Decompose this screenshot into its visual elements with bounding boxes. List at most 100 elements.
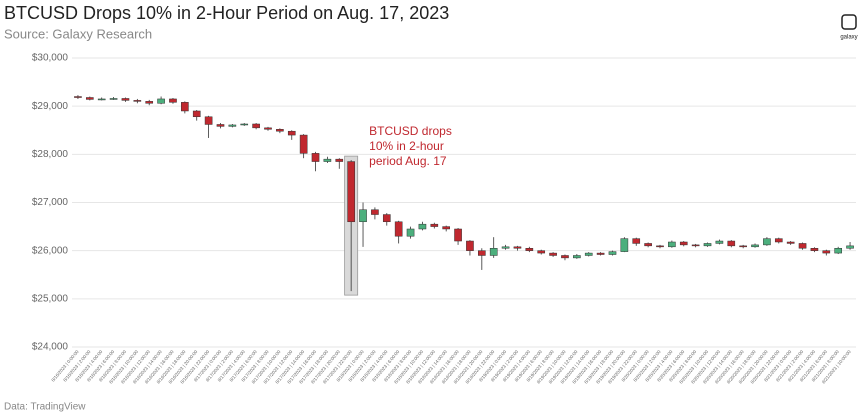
candle bbox=[347, 160, 355, 292]
candle bbox=[216, 123, 225, 129]
candle bbox=[109, 97, 118, 100]
candle-body bbox=[347, 161, 355, 223]
candle bbox=[394, 220, 403, 244]
annotation-line: BTCUSD drops bbox=[369, 124, 452, 138]
candle bbox=[715, 239, 724, 245]
y-tick-label: $27,000 bbox=[32, 197, 69, 208]
candle bbox=[727, 240, 736, 248]
candle-body bbox=[145, 101, 154, 104]
candle bbox=[786, 241, 795, 245]
footer: Data: TradingView bbox=[4, 402, 86, 413]
y-tick-label: $26,000 bbox=[32, 245, 69, 256]
candle bbox=[668, 240, 676, 248]
annotation-line: 10% in 2-hour bbox=[369, 139, 444, 153]
candle-body bbox=[299, 134, 308, 154]
candle bbox=[644, 242, 652, 248]
candle-body bbox=[489, 248, 498, 256]
candle-body bbox=[727, 240, 736, 247]
candle-body bbox=[466, 240, 474, 251]
candle-body bbox=[418, 223, 427, 230]
candle bbox=[834, 246, 842, 255]
candle bbox=[846, 241, 854, 250]
candle-body bbox=[513, 246, 522, 249]
candle-body bbox=[109, 98, 118, 100]
candle bbox=[192, 110, 201, 121]
candle-body bbox=[561, 255, 569, 259]
candle bbox=[311, 151, 320, 172]
candle-body bbox=[632, 238, 641, 244]
candle bbox=[204, 115, 213, 138]
candle-body bbox=[822, 250, 831, 254]
candle bbox=[549, 252, 557, 257]
candle bbox=[240, 123, 249, 126]
candle-body bbox=[846, 245, 854, 249]
candle bbox=[169, 97, 177, 104]
candle bbox=[371, 207, 379, 220]
candle-body bbox=[596, 252, 605, 255]
candle-body bbox=[406, 228, 415, 237]
candle-body bbox=[192, 110, 201, 118]
candle bbox=[299, 134, 308, 159]
candle-body bbox=[656, 245, 664, 248]
candle bbox=[287, 130, 296, 140]
candle bbox=[561, 254, 569, 261]
candle bbox=[406, 226, 415, 239]
candle-body bbox=[834, 248, 842, 254]
candle bbox=[525, 246, 534, 253]
candle-body bbox=[181, 102, 189, 112]
candle-body bbox=[394, 221, 403, 237]
candle bbox=[418, 221, 427, 231]
candle-body bbox=[715, 240, 724, 244]
candle bbox=[157, 96, 165, 105]
candle-body bbox=[478, 250, 486, 256]
candle-body bbox=[287, 130, 296, 136]
candle-body bbox=[97, 98, 106, 101]
candle bbox=[739, 244, 747, 249]
candle-body bbox=[751, 244, 759, 248]
candle-body bbox=[264, 127, 272, 130]
candle-body bbox=[810, 248, 819, 251]
candle-body bbox=[679, 241, 688, 246]
candle-body bbox=[501, 246, 510, 249]
y-tick-label: $29,000 bbox=[32, 101, 69, 112]
candle-body bbox=[323, 158, 332, 162]
candle bbox=[763, 237, 771, 246]
candle bbox=[133, 98, 142, 104]
candle bbox=[276, 128, 284, 134]
candle bbox=[454, 228, 462, 245]
candle bbox=[228, 123, 237, 128]
candle bbox=[774, 237, 783, 244]
candle-body bbox=[204, 116, 213, 125]
candle-body bbox=[786, 241, 795, 244]
candle-body bbox=[525, 248, 534, 251]
candle-body bbox=[382, 214, 391, 223]
candle bbox=[513, 245, 522, 251]
candle-body bbox=[798, 243, 807, 249]
logo-icon bbox=[841, 14, 857, 30]
candle bbox=[466, 240, 474, 256]
candle-body bbox=[74, 96, 82, 98]
candle-body bbox=[371, 209, 379, 215]
candle bbox=[620, 237, 629, 253]
candle bbox=[489, 237, 498, 258]
candle bbox=[382, 213, 391, 226]
y-tick-label: $30,000 bbox=[32, 53, 69, 64]
logo: galaxy bbox=[840, 14, 858, 41]
candle bbox=[442, 225, 450, 232]
candle-body bbox=[133, 100, 142, 102]
candle-body bbox=[703, 243, 712, 247]
candle-body bbox=[252, 123, 260, 129]
candle-body bbox=[228, 124, 237, 127]
candle bbox=[584, 252, 593, 257]
candle bbox=[822, 249, 831, 256]
candle-body bbox=[430, 223, 439, 227]
candle-body bbox=[311, 153, 320, 162]
candle-body bbox=[454, 228, 462, 242]
candle bbox=[74, 95, 82, 99]
candle bbox=[573, 254, 581, 259]
candle bbox=[810, 247, 819, 253]
candle-body bbox=[276, 129, 284, 132]
candle bbox=[501, 244, 510, 250]
candle-body bbox=[763, 238, 771, 246]
